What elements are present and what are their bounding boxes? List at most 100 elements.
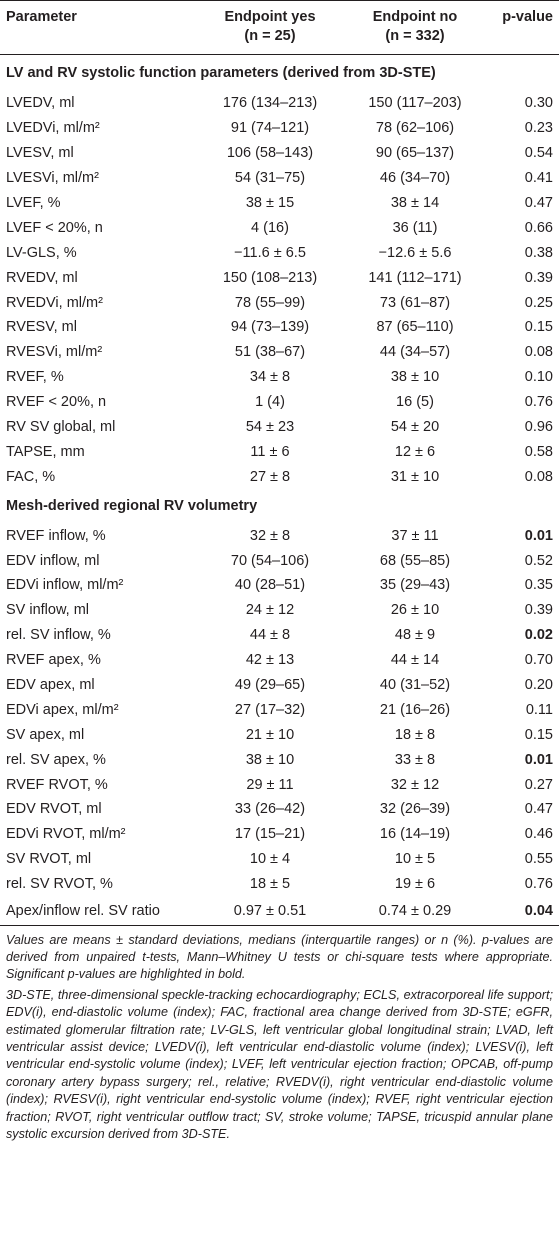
table-row: rel. SV RVOT, % 18 ± 5 19 ± 6 0.76 [0,872,559,897]
cell-parameter: SV inflow, ml [6,602,89,619]
footnote-paragraph: Values are means ± standard deviations, … [6,932,553,982]
cell-endpoint-no: 18 ± 8 [394,726,436,743]
cell-parameter: RVESVi, ml/m² [6,344,103,361]
cell-endpoint-no: 44 ± 14 [390,652,440,669]
table-row: LVESVi, ml/m² 54 (31–75) 46 (34–70) 0.41 [0,166,559,191]
cell-parameter: LVESV, ml [6,145,74,162]
table-row: RVESVi, ml/m² 51 (38–67) 44 (34–57) 0.08 [0,340,559,365]
cell-endpoint-yes: 0.97 ± 0.51 [205,896,335,926]
table-row: TAPSE, mm 11 ± 6 12 ± 6 0.58 [0,439,559,464]
cell-endpoint-yes: 18 ± 5 [249,876,291,893]
table-row: SV inflow, ml 24 ± 12 26 ± 10 0.39 [0,598,559,623]
cell-parameter: RVEDVi, ml/m² [6,294,103,311]
cell-parameter: EDVi RVOT, ml/m² [6,826,126,843]
cell-endpoint-yes: 54 ± 23 [245,419,295,436]
table-header: Parameter Endpoint yes (n = 25) Endpoint … [0,0,559,55]
table-row: LV-GLS, % −11.6 ± 6.5 −12.6 ± 5.6 0.38 [0,240,559,265]
cell-parameter: RVEF RVOT, % [6,776,108,793]
cell-parameter: LVESVi, ml/m² [6,170,99,187]
cell-endpoint-no: 10 ± 5 [394,851,436,868]
cell-endpoint-yes: 38 ± 15 [245,195,295,211]
table-row: LVEDV, ml 176 (134–213) 150 (117–203) 0.30 [0,91,559,116]
cell-pvalue: 0.66 [524,219,553,236]
cell-endpoint-no: 35 (29–43) [379,577,451,594]
cell-endpoint-no: 21 (16–26) [379,701,451,718]
cell-pvalue: 0.47 [524,801,553,818]
cell-endpoint-yes: 34 ± 8 [249,369,291,386]
cell-parameter: rel. SV inflow, % [6,627,111,644]
cell-endpoint-no: 150 (117–203) [368,95,462,112]
cell-endpoint-no: 12 ± 6 [394,443,436,460]
cell-pvalue: 0.25 [524,294,553,311]
cell-endpoint-yes: 1 (4) [255,394,285,411]
cell-parameter: Apex/inflow rel. SV ratio [0,896,205,926]
table-footnotes: Values are means ± standard deviations, … [0,926,559,1144]
cell-endpoint-no: 48 ± 9 [394,627,436,644]
cell-endpoint-yes: 33 (26–42) [234,801,306,818]
cell-endpoint-no: 73 (61–87) [379,294,451,311]
cell-parameter: rel. SV apex, % [6,751,106,768]
table-row: RVEDVi, ml/m² 78 (55–99) 73 (61–87) 0.25 [0,290,559,315]
table-row: RVESV, ml 94 (73–139) 87 (65–110) 0.15 [0,315,559,340]
cell-pvalue: 0.08 [524,344,553,361]
cell-endpoint-no: 33 ± 8 [394,751,436,768]
table-row: EDV inflow, ml 70 (54–106) 68 (55–85) 0.52 [0,548,559,573]
table-row: EDV RVOT, ml 33 (26–42) 32 (26–39) 0.47 [0,797,559,822]
cell-endpoint-yes: 4 (16) [251,219,289,236]
footnote-paragraph: 3D-STE, three-dimensional speckle-tracki… [6,987,553,1142]
cell-pvalue: 0.01 [524,527,553,544]
cell-pvalue: 0.54 [524,145,553,162]
cell-parameter: EDVi apex, ml/m² [6,701,119,718]
cell-endpoint-yes: 32 ± 8 [249,527,291,544]
cell-endpoint-yes: 27 (17–32) [234,701,306,718]
table-row: EDVi RVOT, ml/m² 17 (15–21) 16 (14–19) 0.46 [0,822,559,847]
section-header-row: Mesh-derived regional RV volumetry [0,489,559,523]
cell-pvalue: 0.23 [524,120,553,137]
table-body: LV and RV systolic function parameters (… [0,55,559,926]
cell-pvalue: 0.55 [524,851,553,868]
table-row: RV SV global, ml 54 ± 23 54 ± 20 0.96 [0,415,559,440]
cell-endpoint-yes: 51 (38–67) [234,344,306,361]
table-row: RVEF apex, % 42 ± 13 44 ± 14 0.70 [0,648,559,673]
cell-pvalue: 0.08 [524,468,553,485]
cell-endpoint-no: 38 ± 10 [390,369,440,386]
cell-endpoint-no: 40 (31–52) [379,677,451,694]
cell-parameter: EDV inflow, ml [6,552,100,569]
cell-endpoint-no: −12.6 ± 5.6 [378,244,452,261]
cell-pvalue: 0.52 [524,552,553,569]
cell-endpoint-yes: 29 ± 11 [246,776,294,793]
cell-parameter: RVEF, % [6,369,64,386]
cell-parameter: EDV RVOT, ml [6,801,102,818]
cell-pvalue: 0.58 [524,443,553,460]
cell-endpoint-no: 68 (55–85) [379,552,451,569]
cell-parameter: LV-GLS, % [6,244,77,261]
cell-pvalue: 0.39 [524,269,553,286]
cell-endpoint-yes: 44 ± 8 [249,627,291,644]
cell-parameter: RVESV, ml [6,319,77,336]
table-row: RVEF < 20%, n 1 (4) 16 (5) 0.76 [0,390,559,415]
table-row: LVEDVi, ml/m² 91 (74–121) 78 (62–106) 0.23 [0,116,559,141]
cell-pvalue: 0.76 [524,876,553,893]
cell-pvalue: 0.11 [525,701,553,718]
cell-pvalue: 0.15 [524,319,553,336]
cell-parameter: SV RVOT, ml [6,851,92,868]
cell-pvalue: 0.27 [524,776,553,793]
header-endpoint-yes: Endpoint yes (n = 25) [205,0,335,55]
cell-pvalue: 0.02 [524,627,553,644]
cell-endpoint-yes: 78 (55–99) [234,294,306,311]
cell-parameter: EDVi inflow, ml/m² [6,577,124,594]
cell-endpoint-no: 36 (11) [392,219,438,236]
cell-pvalue: 0.41 [524,170,553,187]
cell-pvalue: 0.76 [524,394,553,411]
cell-endpoint-yes: 94 (73–139) [230,319,310,336]
cell-endpoint-yes: 17 (15–21) [234,826,306,843]
cell-pvalue: 0.35 [524,577,553,594]
cell-pvalue: 0.10 [524,369,553,386]
cell-endpoint-no: 38 ± 14 [390,195,440,211]
cell-endpoint-yes: 91 (74–121) [230,120,310,137]
section-header-row: LV and RV systolic function parameters (… [0,55,559,92]
header-endpoint-no: Endpoint no (n = 332) [335,0,495,55]
cell-pvalue: 0.15 [524,726,553,743]
cell-endpoint-yes: 150 (108–213) [222,269,318,286]
table-row: LVEF, % 38 ± 15 38 ± 14 0.47 [0,191,559,216]
